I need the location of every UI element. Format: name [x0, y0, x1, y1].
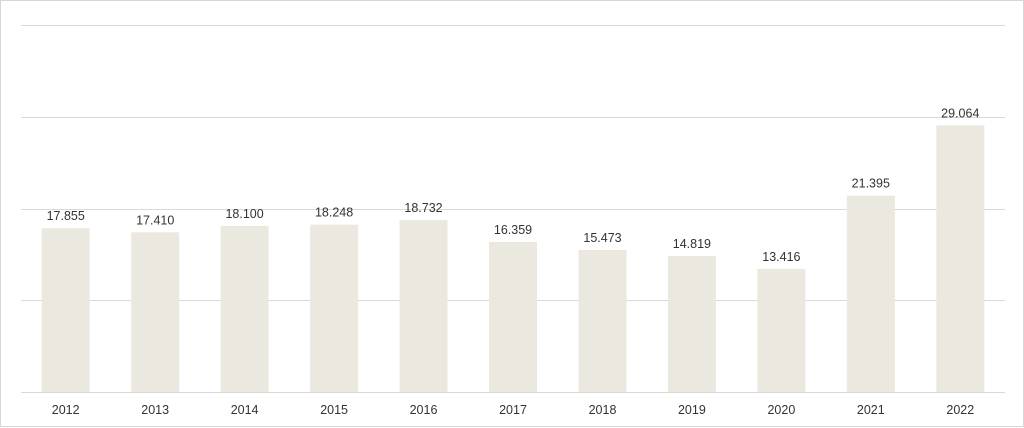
bar-2020 [757, 268, 806, 392]
data-label-2016: 18.732 [404, 201, 442, 215]
bars [41, 125, 985, 393]
x-tick-label-2018: 2018 [589, 403, 617, 417]
x-tick-label-2015: 2015 [320, 403, 348, 417]
bar-2018 [578, 250, 627, 392]
data-label-2020: 13.416 [762, 250, 800, 264]
bar-2022 [936, 125, 985, 393]
x-tick-label-2020: 2020 [767, 403, 795, 417]
bar-2016 [399, 220, 448, 392]
data-label-2013: 17.410 [136, 213, 174, 227]
x-axis-ticks: 2012 2013 2014 2015 2016 2017 2018 2019 2020 2021… [52, 403, 974, 417]
bar-2015 [310, 224, 359, 392]
bar-2019 [667, 256, 716, 392]
data-label-2015: 18.248 [315, 206, 353, 220]
x-tick-label-2021: 2021 [857, 403, 885, 417]
data-labels: 17.855 17.410 18.100 18.248 18.732 16.359 15.4… [47, 106, 980, 264]
data-label-2019: 14.819 [673, 237, 711, 251]
gridlines [21, 25, 1005, 393]
data-label-2014: 18.100 [225, 207, 263, 221]
data-label-2012: 17.855 [47, 209, 85, 223]
bar-2014 [220, 225, 269, 392]
x-tick-label-2017: 2017 [499, 403, 527, 417]
bar-2021 [846, 195, 895, 392]
x-tick-label-2014: 2014 [231, 403, 259, 417]
x-tick-label-2013: 2013 [141, 403, 169, 417]
bar-2013 [131, 232, 180, 392]
data-label-2018: 15.473 [583, 231, 621, 245]
bar-2012 [41, 228, 90, 392]
data-label-2017: 16.359 [494, 223, 532, 237]
data-label-2021: 21.395 [852, 177, 890, 191]
x-tick-label-2022: 2022 [946, 403, 974, 417]
x-tick-label-2016: 2016 [410, 403, 438, 417]
data-label-2022: 29.064 [941, 106, 979, 120]
x-tick-label-2012: 2012 [52, 403, 80, 417]
x-tick-label-2019: 2019 [678, 403, 706, 417]
bar-2017 [489, 241, 537, 392]
